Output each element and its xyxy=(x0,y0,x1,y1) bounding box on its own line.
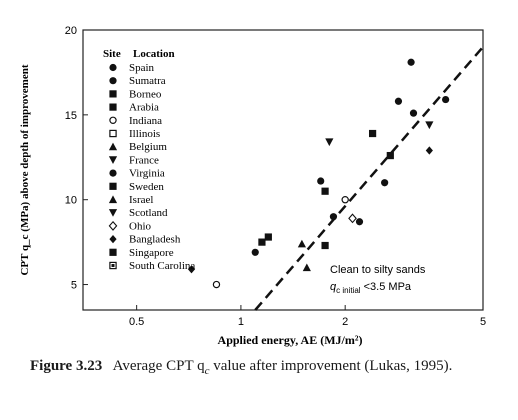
y-tick-label: 20 xyxy=(65,25,77,37)
legend-marker xyxy=(109,261,117,270)
point-sumatra xyxy=(442,95,450,104)
point-virginia xyxy=(381,179,389,187)
point-sweden xyxy=(321,241,329,250)
legend-label: South Carolina xyxy=(129,260,195,272)
legend-marker xyxy=(109,129,117,138)
legend-label: Illinois xyxy=(129,128,160,140)
point-sumatra xyxy=(409,109,418,117)
legend-label: Sweden xyxy=(129,181,164,193)
y-tick-label: 10 xyxy=(65,195,77,207)
point xyxy=(251,248,259,256)
legend-marker xyxy=(108,142,118,151)
point-belgium xyxy=(302,263,311,272)
legend-label: Ohio xyxy=(129,220,152,232)
legend-marker xyxy=(108,156,118,164)
point-arabia xyxy=(321,187,329,195)
legend-label: Bangladesh xyxy=(129,234,181,246)
annotation-q: q xyxy=(330,281,337,293)
legend-marker xyxy=(109,248,117,256)
point-virginia xyxy=(317,177,325,185)
point-sweden xyxy=(264,233,272,241)
y-tick-label: 5 xyxy=(71,280,77,292)
legend-marker xyxy=(109,103,117,111)
point-indiana xyxy=(341,195,349,204)
legend-label: France xyxy=(129,154,159,166)
x-tick-label: 1 xyxy=(238,316,244,328)
data-points xyxy=(187,58,450,289)
legend-header-site: Site xyxy=(103,48,121,60)
x-axis-label: Applied energy, AE (MJ/m²) xyxy=(218,333,363,347)
legend-label: Scotland xyxy=(129,207,168,219)
caption-text: Average CPT q xyxy=(112,358,205,374)
point-france xyxy=(325,138,334,147)
annotation-line-1: Clean to silty sands xyxy=(330,264,426,276)
trend-line xyxy=(254,46,484,311)
legend-label: Belgium xyxy=(129,141,167,153)
point-bangladesh xyxy=(425,146,433,155)
point-borneo xyxy=(386,151,394,160)
legend-label: Sumatra xyxy=(129,75,166,87)
legend-marker xyxy=(109,77,117,85)
legend-marker xyxy=(108,195,118,204)
legend-label: Indiana xyxy=(129,115,162,127)
chart-svg: 0.5 1 2 5 5 10 15 20 Site Location SpainSumatraBo… xyxy=(19,25,486,347)
plot-frame xyxy=(82,29,484,311)
legend-marker xyxy=(109,235,117,244)
point-spain xyxy=(394,97,403,105)
legend-label: Singapore xyxy=(129,247,174,259)
legend-marker xyxy=(109,182,117,190)
x-tick-label: 0.5 xyxy=(129,316,144,328)
point-france xyxy=(425,121,434,130)
marker-dot xyxy=(111,264,115,267)
annotation-sub: c initial xyxy=(336,286,361,295)
annotation: Clean to silty sands qc initial <3.5 MPa xyxy=(330,264,426,295)
axis-ticks: 0.5 1 2 5 5 10 15 20 xyxy=(65,25,486,328)
annotation-rest: <3.5 MPa xyxy=(361,281,412,293)
caption-subscript: c xyxy=(204,365,210,377)
point-virginia xyxy=(329,213,338,221)
point-ohio xyxy=(348,213,357,224)
legend-label: Virginia xyxy=(129,168,165,180)
trend-line-path xyxy=(254,46,484,311)
legend-marker xyxy=(109,169,117,177)
legend-marker xyxy=(109,90,117,98)
plot-border xyxy=(82,29,484,311)
legend-label: Borneo xyxy=(129,88,162,100)
legend-label: Israel xyxy=(129,194,153,206)
legend-header-location: Location xyxy=(133,48,175,60)
figure-label: Figure 3.23 xyxy=(30,358,103,374)
point xyxy=(355,218,364,226)
legend-label: Arabia xyxy=(129,102,159,114)
figure-caption: Figure 3.23 Average CPT qc value after i… xyxy=(30,357,500,381)
point-israel xyxy=(297,239,307,248)
y-axis-label: CPT q_c (MPa) above depth of improvement xyxy=(19,64,31,275)
y-axis-label-text: CPT q_c (MPa) above depth of improvement xyxy=(19,64,31,275)
annotation-line-2: qc initial <3.5 MPa xyxy=(330,281,412,295)
point-borneo xyxy=(368,129,377,138)
caption-text-after: value after improvement (Lukas, 1995). xyxy=(209,358,453,374)
y-tick-label: 15 xyxy=(65,110,77,122)
x-tick-label: 5 xyxy=(480,316,486,328)
legend-marker xyxy=(109,63,117,72)
legend-marker xyxy=(108,220,118,231)
legend-label: Spain xyxy=(129,62,155,74)
legend-marker xyxy=(109,116,117,125)
legend-marker xyxy=(108,209,118,217)
x-tick-label: 2 xyxy=(342,316,348,328)
point-indiana xyxy=(212,280,221,289)
point-bangladesh xyxy=(187,265,196,274)
point-singapore xyxy=(258,238,266,246)
point-spain xyxy=(407,58,415,66)
